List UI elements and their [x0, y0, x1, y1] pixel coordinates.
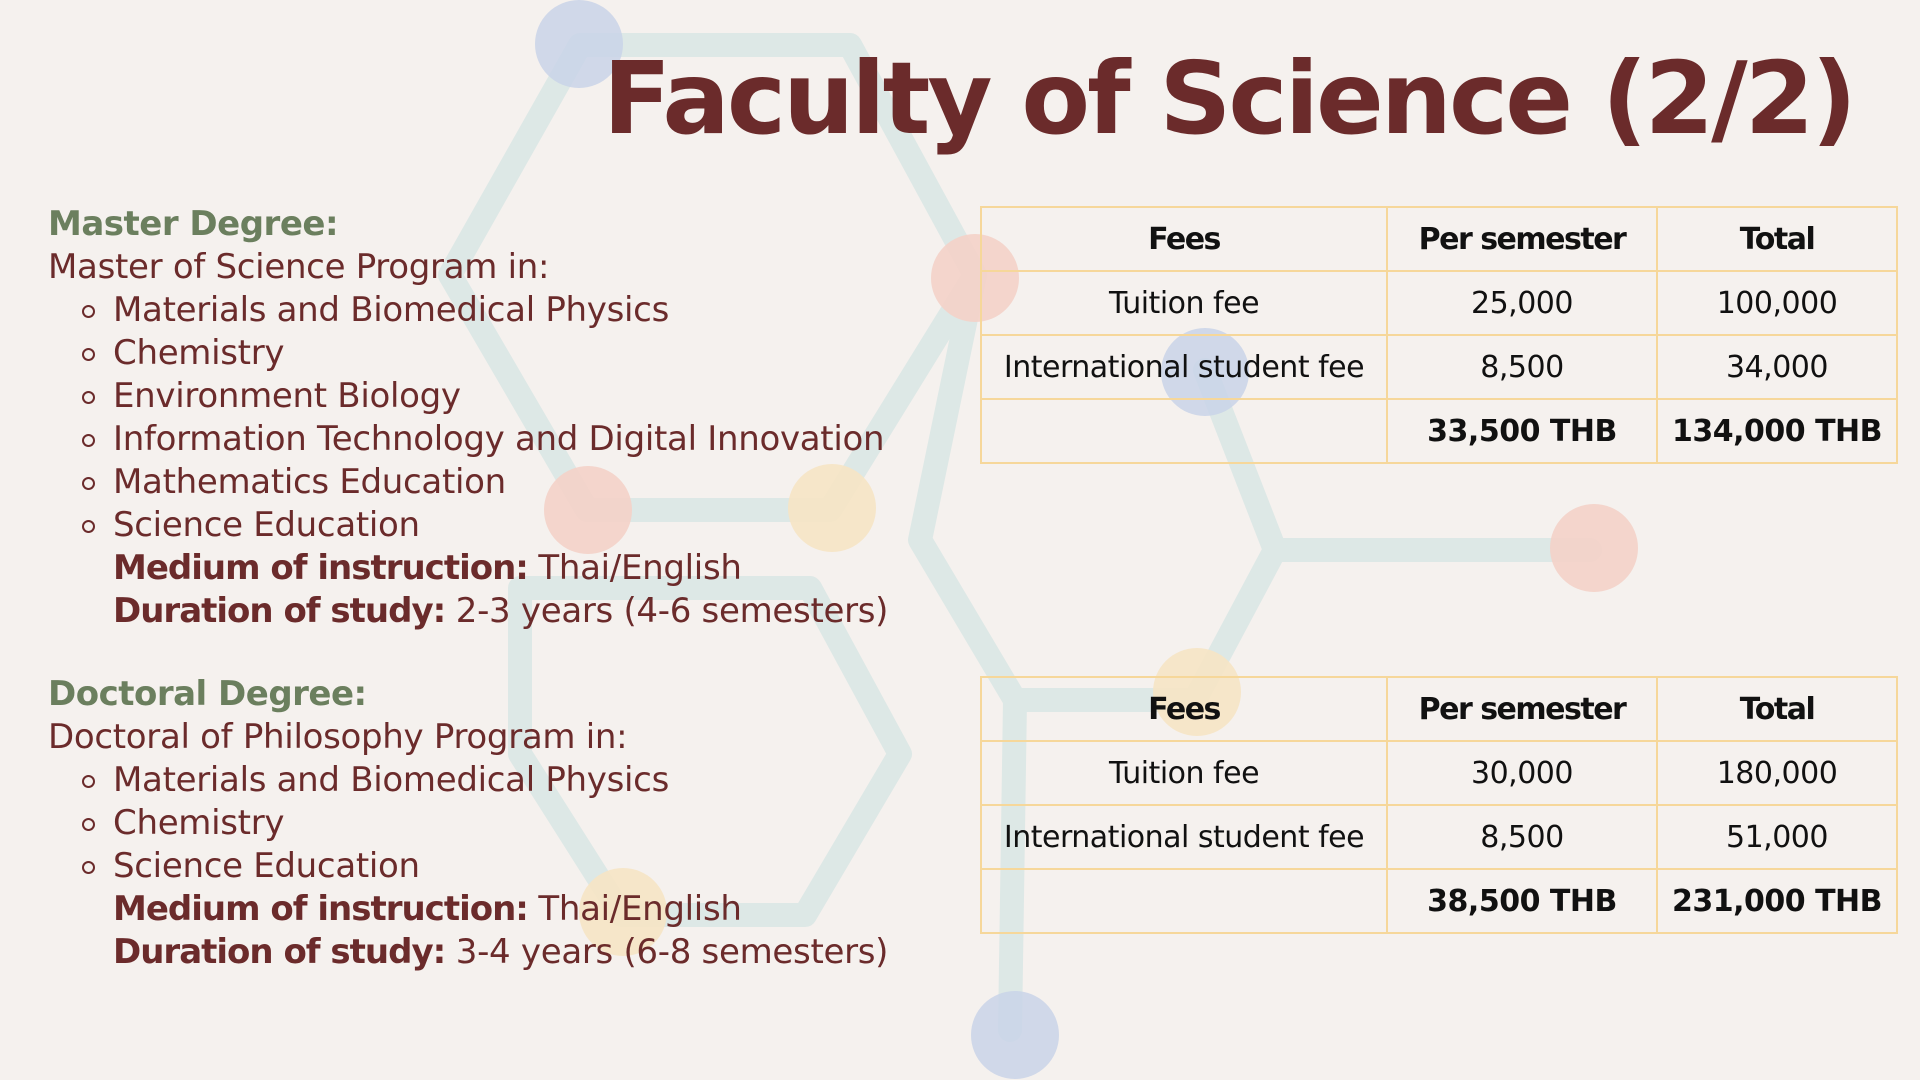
- master-duration-line: Duration of study: 2-3 years (4-6 semest…: [48, 590, 888, 633]
- table-cell: 8,500: [1386, 804, 1658, 870]
- table-row: International student fee 8,500 51,000: [980, 804, 1898, 870]
- node-yellow-bottom: [579, 868, 667, 956]
- total-overall: 134,000 THB: [1656, 398, 1898, 464]
- master-program-list: Materials and Biomedical Physics Chemist…: [48, 289, 888, 547]
- medium-label: Medium of instruction:: [113, 548, 529, 588]
- duration-label: Duration of study:: [113, 591, 446, 631]
- doctoral-program-list: Materials and Biomedical Physics Chemist…: [48, 759, 888, 888]
- medium-label: Medium of instruction:: [113, 889, 529, 929]
- list-item: Chemistry: [82, 332, 888, 375]
- list-item: Information Technology and Digital Innov…: [82, 418, 888, 461]
- node-blue-bottom: [971, 991, 1059, 1079]
- node-pink-right: [1550, 504, 1638, 592]
- node-pink-left: [544, 466, 632, 554]
- table-cell: [980, 868, 1388, 934]
- hexagon-lower-line: [508, 576, 912, 927]
- table-row: Tuition fee 30,000 180,000: [980, 740, 1898, 806]
- table-cell: International student fee: [980, 804, 1388, 870]
- table-row: International student fee 8,500 34,000: [980, 334, 1898, 400]
- table-cell: 25,000: [1386, 270, 1658, 336]
- column-header: Per semester: [1386, 206, 1658, 272]
- table-cell: 180,000: [1656, 740, 1898, 806]
- list-item: Environment Biology: [82, 375, 888, 418]
- column-header: Total: [1656, 676, 1898, 742]
- table-cell: 51,000: [1656, 804, 1898, 870]
- column-header: Fees: [980, 206, 1388, 272]
- doctoral-program-intro: Doctoral of Philosophy Program in:: [48, 717, 628, 757]
- total-overall: 231,000 THB: [1656, 868, 1898, 934]
- medium-value: Thai/English: [527, 889, 742, 929]
- list-item: Materials and Biomedical Physics: [82, 289, 888, 332]
- table-header-row: Fees Per semester Total: [980, 676, 1898, 742]
- total-per-semester: 38,500 THB: [1386, 868, 1658, 934]
- master-fees-table: Fees Per semester Total Tuition fee 25,0…: [980, 206, 1898, 464]
- master-degree-heading: Master Degree:: [48, 204, 339, 244]
- table-cell: 8,500: [1386, 334, 1658, 400]
- table-total-row: 38,500 THB 231,000 THB: [980, 868, 1898, 934]
- master-medium-line: Medium of instruction: Thai/English: [48, 547, 888, 590]
- table-header-row: Fees Per semester Total: [980, 206, 1898, 272]
- column-header: Fees: [980, 676, 1388, 742]
- node-yellow-left: [788, 464, 876, 552]
- doctoral-degree-heading: Doctoral Degree:: [48, 674, 367, 714]
- list-item: Chemistry: [82, 802, 888, 845]
- list-item: Materials and Biomedical Physics: [82, 759, 888, 802]
- page-title: Faculty of Science (2/2): [602, 40, 1857, 157]
- table-cell: International student fee: [980, 334, 1388, 400]
- master-program-intro: Master of Science Program in:: [48, 247, 550, 287]
- list-item: Science Education: [82, 504, 888, 547]
- duration-value: 3-4 years (6-8 semesters): [445, 932, 889, 972]
- column-header: Total: [1656, 206, 1898, 272]
- list-item: Mathematics Education: [82, 461, 888, 504]
- doctoral-medium-line: Medium of instruction: Thai/English: [48, 888, 888, 931]
- total-per-semester: 33,500 THB: [1386, 398, 1658, 464]
- duration-value: 2-3 years (4-6 semesters): [445, 591, 889, 631]
- duration-label: Duration of study:: [113, 932, 446, 972]
- table-cell: 30,000: [1386, 740, 1658, 806]
- master-degree-section: Master Degree: Master of Science Program…: [48, 203, 888, 633]
- column-header: Per semester: [1386, 676, 1658, 742]
- doctoral-fees-table: Fees Per semester Total Tuition fee 30,0…: [980, 676, 1898, 934]
- table-cell: [980, 398, 1388, 464]
- list-item: Science Education: [82, 845, 888, 888]
- table-cell: Tuition fee: [980, 270, 1388, 336]
- table-cell: Tuition fee: [980, 740, 1388, 806]
- table-row: Tuition fee 25,000 100,000: [980, 270, 1898, 336]
- table-cell: 34,000: [1656, 334, 1898, 400]
- node-blue-top: [535, 0, 623, 88]
- table-cell: 100,000: [1656, 270, 1898, 336]
- doctoral-duration-line: Duration of study: 3-4 years (6-8 semest…: [48, 931, 888, 974]
- table-total-row: 33,500 THB 134,000 THB: [980, 398, 1898, 464]
- doctoral-degree-section: Doctoral Degree: Doctoral of Philosophy …: [48, 673, 888, 974]
- medium-value: Thai/English: [527, 548, 742, 588]
